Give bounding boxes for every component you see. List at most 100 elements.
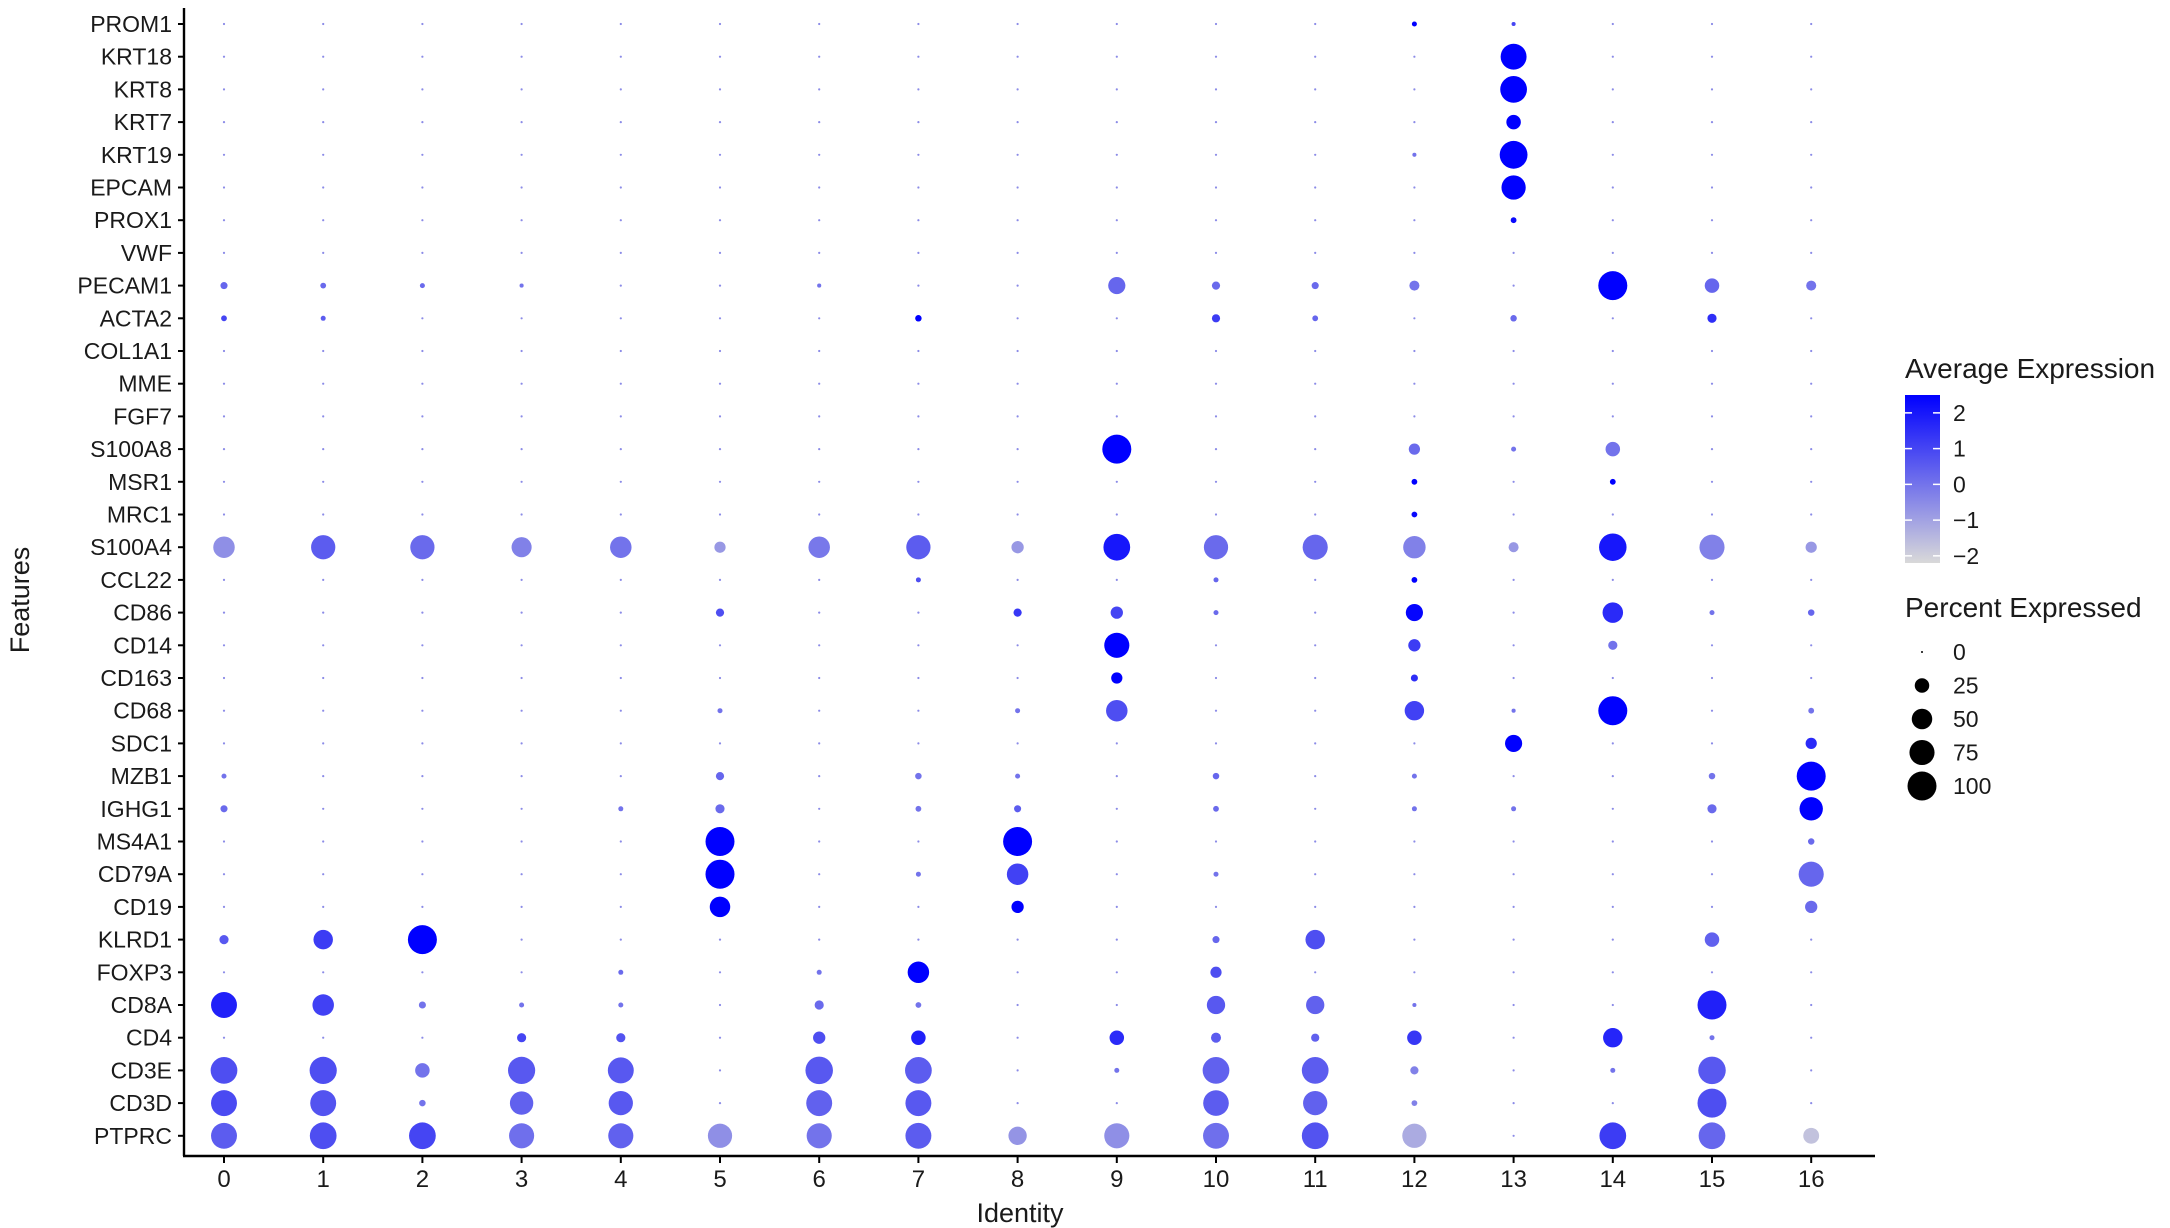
dot-MRC1-8 — [1016, 513, 1019, 516]
dot-PTPRC-11 — [1301, 1122, 1329, 1150]
dot-S100A8-8 — [1016, 448, 1019, 451]
dot-CD79A-5 — [705, 859, 735, 889]
dot-PECAM1-5 — [718, 284, 722, 287]
dot-CD3D-7 — [905, 1090, 932, 1117]
dot-IGHG1-6 — [818, 807, 821, 810]
dot-CD14-2 — [421, 644, 424, 647]
dot-CD68-12 — [1404, 700, 1425, 721]
dot-KRT8-12 — [1413, 88, 1416, 91]
dot-PECAM1-7 — [917, 284, 920, 287]
dot-KLRD1-15 — [1704, 932, 1720, 947]
dot-COL1A1-5 — [718, 349, 722, 353]
dot-CD3D-14 — [1611, 1102, 1614, 1105]
dot-CD86-0 — [222, 611, 226, 614]
dot-EPCAM-0 — [222, 186, 226, 189]
dot-CD3D-9 — [1115, 1102, 1118, 1105]
dot-CD3E-8 — [1016, 1069, 1019, 1072]
dot-FOXP3-2 — [421, 971, 424, 974]
dot-PROM1-3 — [520, 22, 523, 26]
dot-CD79A-1 — [322, 873, 325, 876]
color-tick-label: 1 — [1953, 436, 1966, 462]
dot-KRT7-8 — [1016, 121, 1019, 124]
dot-S100A4-12 — [1403, 535, 1426, 559]
dot-ACTA2-12 — [1413, 317, 1416, 320]
dot-MSR1-15 — [1710, 480, 1714, 483]
dot-CD4-3 — [517, 1033, 527, 1043]
dot-PECAM1-6 — [817, 283, 822, 288]
dot-PROM1-0 — [222, 22, 226, 26]
dot-PROX1-5 — [718, 219, 722, 222]
dot-KRT8-4 — [619, 88, 622, 91]
dot-COL1A1-8 — [1016, 349, 1019, 353]
dot-ACTA2-15 — [1707, 313, 1717, 323]
dot-CCL22-12 — [1411, 577, 1418, 583]
dot-FGF7-16 — [1810, 415, 1813, 418]
dot-MS4A1-15 — [1710, 840, 1714, 843]
dot-MSR1-7 — [917, 480, 920, 483]
x-label-0: 0 — [217, 1166, 230, 1193]
dot-SDC1-16 — [1805, 737, 1817, 750]
dot-CCL22-16 — [1810, 578, 1813, 582]
dot-KRT7-2 — [421, 121, 424, 124]
dot-FGF7-3 — [520, 415, 523, 418]
dot-KRT8-11 — [1314, 88, 1317, 91]
dot-IGHG1-13 — [1511, 806, 1517, 812]
dot-CD79A-0 — [222, 873, 226, 876]
dot-CD19-1 — [322, 905, 325, 909]
dot-IGHG1-8 — [1014, 805, 1022, 813]
dot-PECAM1-3 — [519, 283, 524, 288]
dot-S100A8-6 — [818, 448, 821, 451]
dot-FGF7-9 — [1115, 415, 1118, 418]
dot-CD19-0 — [222, 905, 226, 909]
y-label-EPCAM: EPCAM — [90, 175, 172, 201]
dot-CD3D-1 — [310, 1090, 337, 1117]
dot-CD4-14 — [1603, 1027, 1623, 1048]
dot-FGF7-14 — [1611, 415, 1614, 418]
x-label-6: 6 — [813, 1166, 826, 1193]
y-label-MRC1: MRC1 — [107, 502, 172, 528]
dot-MZB1-15 — [1708, 772, 1716, 780]
dot-KLRD1-13 — [1512, 938, 1515, 941]
dot-CD14-11 — [1314, 644, 1317, 647]
dot-KRT7-11 — [1314, 121, 1317, 124]
dot-CD68-6 — [818, 709, 821, 712]
dot-PECAM1-16 — [1806, 280, 1817, 291]
dot-KRT8-7 — [917, 88, 920, 91]
dot-IGHG1-5 — [715, 804, 725, 814]
dot-FOXP3-15 — [1710, 971, 1714, 974]
y-label-CD4: CD4 — [126, 1025, 172, 1051]
dot-CD163-12 — [1410, 674, 1418, 682]
dot-PTPRC-13 — [1512, 1134, 1515, 1137]
color-tick-label: 0 — [1953, 471, 1966, 497]
dot-SDC1-1 — [322, 742, 325, 745]
dot-MZB1-4 — [619, 775, 622, 778]
dot-PROM1-6 — [818, 22, 821, 26]
dot-MME-12 — [1413, 382, 1416, 385]
dot-MZB1-13 — [1512, 775, 1515, 778]
dot-CD163-9 — [1111, 672, 1123, 684]
dot-CD79A-8 — [1006, 863, 1029, 885]
y-label-IGHG1: IGHG1 — [100, 796, 172, 822]
dot-PROX1-13 — [1510, 217, 1517, 224]
dot-CD8A-4 — [618, 1002, 624, 1008]
y-label-PROX1: PROX1 — [94, 207, 172, 233]
dot-MS4A1-9 — [1115, 840, 1118, 843]
dot-CD14-1 — [322, 644, 325, 647]
x-label-11: 11 — [1303, 1166, 1328, 1193]
dot-SDC1-13 — [1505, 734, 1523, 752]
dot-VWF-8 — [1016, 251, 1019, 254]
dot-KRT7-14 — [1611, 121, 1614, 124]
dot-CD79A-15 — [1710, 873, 1714, 876]
dot-CD14-5 — [718, 644, 722, 647]
dot-IGHG1-7 — [915, 805, 922, 812]
dot-MZB1-7 — [915, 772, 922, 780]
dot-PTPRC-1 — [309, 1122, 337, 1150]
dot-SDC1-6 — [818, 742, 821, 745]
dot-MRC1-15 — [1710, 513, 1714, 516]
dot-SDC1-8 — [1016, 742, 1019, 745]
dot-CD4-4 — [616, 1033, 626, 1043]
dot-S100A4-4 — [610, 536, 632, 558]
y-label-CD86: CD86 — [113, 600, 172, 626]
dot-KLRD1-12 — [1413, 938, 1416, 941]
dot-VWF-15 — [1710, 251, 1714, 254]
